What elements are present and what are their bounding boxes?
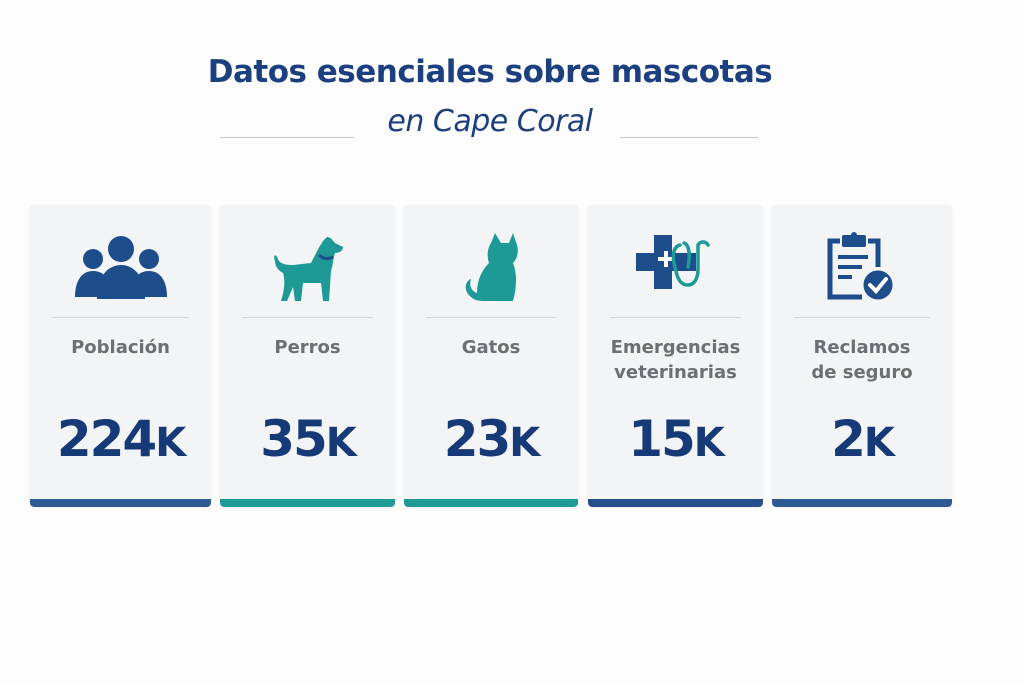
people-icon (30, 231, 211, 307)
subtitle-divider-right (620, 137, 758, 138)
card-accent-bar (404, 499, 578, 507)
card-label: Población (71, 337, 170, 358)
page-title: Datos esenciales sobre mascotas (207, 54, 773, 90)
card-value: 224K (56, 410, 186, 468)
card-divider (52, 317, 189, 318)
card-label: Perros (274, 337, 341, 358)
card-value: 23K (443, 410, 541, 468)
dog-icon (220, 231, 395, 307)
card-label: Gatos (461, 337, 521, 358)
card-value: 15K (628, 410, 725, 468)
card-accent-bar (772, 499, 952, 507)
card-divider (794, 317, 930, 318)
cat-icon (404, 231, 578, 307)
card-accent-bar (220, 499, 395, 507)
stat-card-vet-emergencies: Emergencias veterinarias 15K (588, 205, 763, 507)
stat-card-dogs: Perros 35K (220, 205, 395, 507)
card-value: 2K (831, 410, 895, 468)
subtitle-divider-left (220, 137, 354, 138)
medical-cross-stethoscope-icon (588, 231, 763, 307)
card-divider (242, 317, 373, 318)
card-accent-bar (588, 499, 763, 507)
stat-card-cats: Gatos 23K (404, 205, 578, 507)
stat-card-insurance-claims: Reclamos de seguro 2K (772, 205, 952, 507)
card-label: Reclamos de seguro (811, 337, 913, 383)
card-divider (426, 317, 556, 318)
stat-card-population: Población 224K (30, 205, 211, 507)
card-label: Emergencias veterinarias (610, 337, 741, 383)
card-accent-bar (30, 499, 211, 507)
clipboard-check-icon (772, 231, 952, 307)
card-divider (610, 317, 741, 318)
page-subtitle: en Cape Coral (387, 104, 593, 139)
card-value: 35K (260, 410, 357, 468)
